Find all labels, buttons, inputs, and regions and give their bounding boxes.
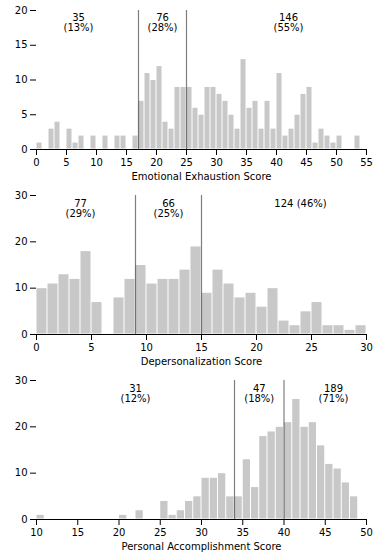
svg-text:35: 35 xyxy=(240,157,253,168)
svg-text:50: 50 xyxy=(360,527,373,538)
svg-text:30: 30 xyxy=(210,157,223,168)
svg-text:20: 20 xyxy=(15,421,28,432)
svg-text:146(55%): 146(55%) xyxy=(273,12,303,33)
svg-text:77(29%): 77(29%) xyxy=(65,198,95,219)
svg-text:15: 15 xyxy=(195,342,208,353)
svg-text:189(71%): 189(71%) xyxy=(318,383,348,404)
svg-text:25: 25 xyxy=(305,342,318,353)
svg-text:76(28%): 76(28%) xyxy=(147,12,177,33)
svg-text:0: 0 xyxy=(21,144,27,155)
svg-text:5: 5 xyxy=(63,157,69,168)
svg-text:124 (46%): 124 (46%) xyxy=(274,198,326,209)
svg-text:15: 15 xyxy=(15,39,28,50)
svg-text:20: 20 xyxy=(150,157,163,168)
svg-text:10: 10 xyxy=(15,74,28,85)
svg-text:5: 5 xyxy=(88,342,94,353)
svg-text:30: 30 xyxy=(360,342,373,353)
svg-text:10: 10 xyxy=(30,527,43,538)
svg-text:25: 25 xyxy=(154,527,167,538)
svg-text:20: 20 xyxy=(15,236,28,247)
svg-text:0: 0 xyxy=(21,514,27,525)
svg-text:Emotional Exhaustion Score: Emotional Exhaustion Score xyxy=(131,171,271,182)
svg-text:20: 20 xyxy=(113,527,126,538)
svg-text:35: 35 xyxy=(236,527,249,538)
svg-text:0: 0 xyxy=(33,157,39,168)
svg-text:10: 10 xyxy=(15,282,28,293)
svg-text:66(25%): 66(25%) xyxy=(153,198,183,219)
svg-text:25: 25 xyxy=(180,157,193,168)
svg-text:0: 0 xyxy=(33,342,39,353)
svg-text:50: 50 xyxy=(330,157,343,168)
svg-text:47(18%): 47(18%) xyxy=(244,383,274,404)
svg-text:45: 45 xyxy=(300,157,313,168)
svg-text:5: 5 xyxy=(21,109,27,120)
svg-text:Personal Accomplishment Score: Personal Accomplishment Score xyxy=(122,541,282,552)
svg-text:31(12%): 31(12%) xyxy=(120,383,150,404)
svg-text:30: 30 xyxy=(15,190,28,201)
svg-text:10: 10 xyxy=(140,342,153,353)
svg-text:15: 15 xyxy=(120,157,133,168)
svg-text:10: 10 xyxy=(90,157,103,168)
svg-text:10: 10 xyxy=(15,467,28,478)
svg-text:20: 20 xyxy=(250,342,263,353)
svg-text:45: 45 xyxy=(319,527,332,538)
svg-text:Depersonalization Score: Depersonalization Score xyxy=(141,356,263,367)
svg-text:30: 30 xyxy=(15,375,28,386)
svg-text:15: 15 xyxy=(71,527,84,538)
svg-text:55: 55 xyxy=(360,157,373,168)
svg-text:0: 0 xyxy=(21,329,27,340)
svg-text:35(13%): 35(13%) xyxy=(63,12,93,33)
svg-text:30: 30 xyxy=(195,527,208,538)
svg-text:40: 40 xyxy=(278,527,291,538)
svg-text:40: 40 xyxy=(270,157,283,168)
svg-text:20: 20 xyxy=(15,5,28,16)
